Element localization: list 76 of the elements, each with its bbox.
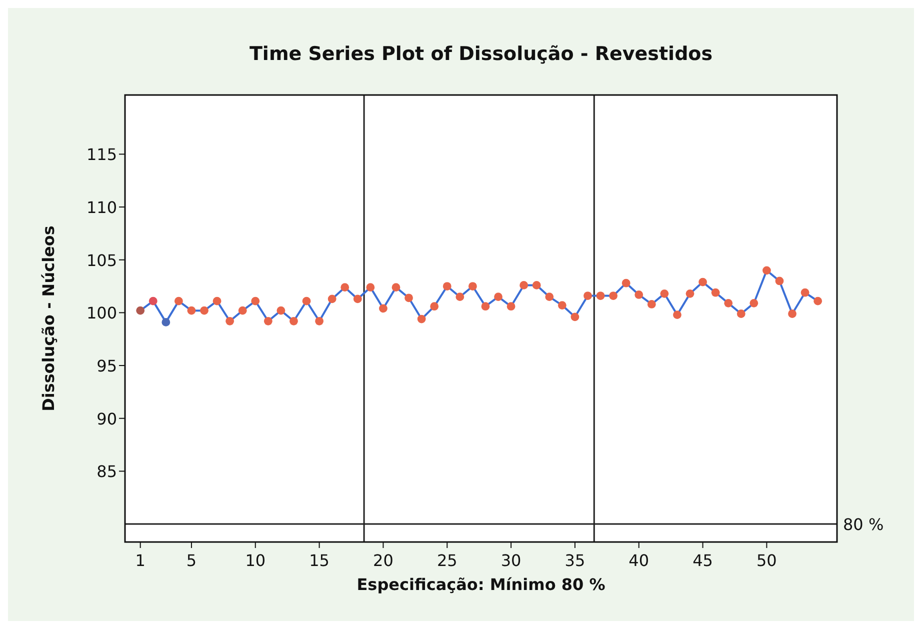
y-tick-label: 110 [86, 198, 117, 218]
point [442, 282, 452, 290]
y-tick-label: 100 [86, 304, 117, 323]
x-tick-label: 5 [186, 551, 197, 570]
point [481, 302, 490, 311]
point [148, 296, 158, 306]
point [302, 296, 311, 306]
point [162, 318, 170, 326]
point [814, 296, 822, 306]
point [698, 278, 707, 286]
point [226, 316, 234, 326]
point [570, 312, 580, 322]
point [686, 289, 694, 298]
x-tick-label: 25 [436, 551, 458, 570]
point [673, 310, 682, 319]
y-tick-label: 105 [86, 250, 117, 270]
point [366, 283, 375, 292]
point [775, 276, 784, 286]
point [212, 296, 222, 306]
point [558, 301, 566, 310]
point [392, 283, 400, 292]
chart-title: Time Series Plot of Dissolução - Revestidos [249, 43, 713, 65]
x-tick-label: 1 [135, 551, 146, 570]
point [340, 283, 350, 292]
point [622, 278, 630, 288]
x-tick-label: 15 [309, 551, 330, 570]
y-tick-label: 85 [96, 462, 117, 482]
x-tick-label: 50 [756, 551, 777, 570]
point [404, 294, 413, 302]
point [187, 306, 196, 315]
point [788, 310, 796, 318]
point [520, 281, 528, 290]
point [750, 298, 758, 308]
x-tick-label: 20 [373, 551, 394, 570]
point [800, 288, 810, 297]
point [200, 306, 208, 315]
point [724, 298, 733, 308]
point [328, 294, 336, 304]
point [238, 306, 247, 315]
y-tick-label: 90 [96, 409, 117, 428]
point [251, 296, 260, 306]
point [430, 302, 439, 311]
point [762, 266, 771, 275]
point [584, 292, 592, 300]
x-tick-label: 45 [692, 551, 713, 570]
point [174, 296, 183, 306]
point [456, 292, 464, 302]
point [353, 294, 362, 304]
point [532, 281, 541, 290]
point [711, 288, 720, 297]
point [417, 314, 426, 324]
x-tick-label: 10 [245, 551, 266, 570]
x-tick-label: 40 [628, 551, 650, 570]
point [596, 292, 605, 300]
point [545, 292, 554, 302]
point [468, 282, 477, 290]
ref-line-label: 80 % [843, 515, 884, 534]
point [379, 304, 388, 313]
point [506, 302, 516, 311]
x-tick-label: 30 [500, 551, 522, 570]
point [736, 310, 746, 318]
point [290, 316, 298, 326]
point [315, 316, 324, 326]
point [634, 290, 644, 299]
point [136, 306, 145, 315]
point [609, 292, 618, 300]
point [647, 300, 656, 308]
y-tick-label: 115 [86, 145, 117, 164]
point [264, 316, 272, 326]
x-tick-label: 35 [564, 551, 586, 570]
point [660, 289, 669, 298]
y-tick-label: 95 [96, 356, 117, 376]
y-axis-title: Dissolução - Núcleos [39, 226, 58, 412]
point [494, 292, 502, 302]
point [276, 306, 286, 315]
x-axis-title: Especificação: Mínimo 80 % [356, 575, 606, 594]
